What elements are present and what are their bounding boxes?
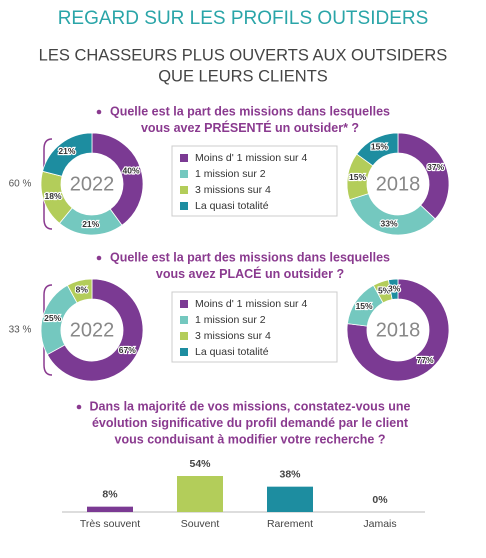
donut-slice bbox=[356, 132, 399, 167]
legend-label: 3 missions sur 4 bbox=[195, 184, 271, 196]
legend-label: 1 mission sur 2 bbox=[195, 168, 266, 180]
bar bbox=[177, 476, 223, 512]
legend-label: 3 missions sur 4 bbox=[195, 330, 271, 342]
bar bbox=[87, 506, 133, 512]
bar bbox=[267, 486, 313, 512]
legend-label: La quasi totalité bbox=[195, 200, 269, 212]
legend-marker bbox=[180, 332, 188, 340]
donut-center-label: 2018 bbox=[376, 319, 421, 341]
donut-center-label: 2022 bbox=[70, 319, 115, 341]
legend-box bbox=[171, 145, 338, 217]
donut-slice bbox=[66, 278, 93, 304]
slice-label: 5% bbox=[378, 286, 391, 296]
title: REGARD SUR LES PROFILS OUTSIDERS bbox=[58, 8, 429, 29]
question: vous conduisant à modifier votre recherc… bbox=[115, 432, 386, 446]
question: vous avez PLACÉ un outsider ? bbox=[156, 266, 344, 281]
question: Quelle est la part des missions dans les… bbox=[110, 104, 390, 118]
legend-label: 1 mission sur 2 bbox=[195, 314, 266, 326]
annotation: 33 % bbox=[9, 325, 32, 336]
x-tick-label: Souvent bbox=[181, 518, 220, 530]
legend-marker bbox=[180, 186, 188, 194]
legend-marker bbox=[180, 202, 188, 210]
legend-marker bbox=[180, 170, 188, 178]
donut-slice bbox=[387, 278, 399, 301]
legend-label: Moins d' 1 mission sur 4 bbox=[195, 298, 307, 310]
slice-label: 21% bbox=[82, 219, 99, 229]
slice-label: 33% bbox=[381, 218, 398, 228]
slice-label: 15% bbox=[349, 172, 366, 182]
question: évolution significative du profil demand… bbox=[92, 416, 409, 430]
x-tick-label: Très souvent bbox=[80, 518, 140, 530]
donut-slice bbox=[46, 278, 144, 382]
question: Dans la majorité de vos missions, consta… bbox=[90, 399, 411, 413]
slice-label: 8% bbox=[76, 285, 89, 295]
donut-slice bbox=[348, 193, 436, 236]
donut-center-label: 2022 bbox=[70, 173, 115, 195]
x-tick-label: Jamais bbox=[363, 518, 396, 530]
legend-box bbox=[171, 291, 338, 363]
donut-slice bbox=[42, 132, 93, 177]
slice-label: 15% bbox=[356, 301, 373, 311]
slice-label: 77% bbox=[417, 355, 434, 365]
bar-value-label: 38% bbox=[279, 468, 301, 480]
bullet bbox=[76, 404, 82, 410]
slice-label: 25% bbox=[44, 313, 61, 323]
legend-marker bbox=[180, 316, 188, 324]
legend-marker bbox=[180, 300, 188, 308]
subtitle: QUE LEURS CLIENTS bbox=[158, 67, 328, 85]
donut-center-label: 2018 bbox=[376, 173, 421, 195]
legend-label: La quasi totalité bbox=[195, 346, 269, 358]
slice-label: 21% bbox=[58, 146, 75, 156]
slice-label: 3% bbox=[388, 283, 401, 293]
subtitle: LES CHASSEURS PLUS OUVERTS AUX OUTSIDERS bbox=[39, 46, 448, 64]
slice-label: 15% bbox=[371, 142, 388, 152]
question: vous avez PRÉSENTÉ un outsider* ? bbox=[141, 120, 359, 135]
legend-label: Moins d' 1 mission sur 4 bbox=[195, 152, 307, 164]
x-tick-label: Rarement bbox=[267, 518, 313, 530]
legend-marker bbox=[180, 348, 188, 356]
slice-label: 37% bbox=[427, 162, 444, 172]
bar-value-label: 54% bbox=[189, 458, 211, 470]
legend-marker bbox=[180, 154, 188, 162]
bar-value-label: 0% bbox=[372, 494, 388, 506]
bullet bbox=[96, 109, 102, 115]
bar-value-label: 8% bbox=[102, 488, 118, 500]
slice-label: 67% bbox=[119, 345, 136, 355]
annotation: 60 % bbox=[9, 179, 32, 190]
donut-slice bbox=[91, 132, 144, 226]
donut-slice bbox=[346, 278, 450, 382]
slice-label: 40% bbox=[122, 166, 139, 176]
bullet bbox=[96, 255, 102, 261]
question: Quelle est la part des missions dans les… bbox=[110, 250, 390, 264]
slice-label: 18% bbox=[44, 191, 61, 201]
